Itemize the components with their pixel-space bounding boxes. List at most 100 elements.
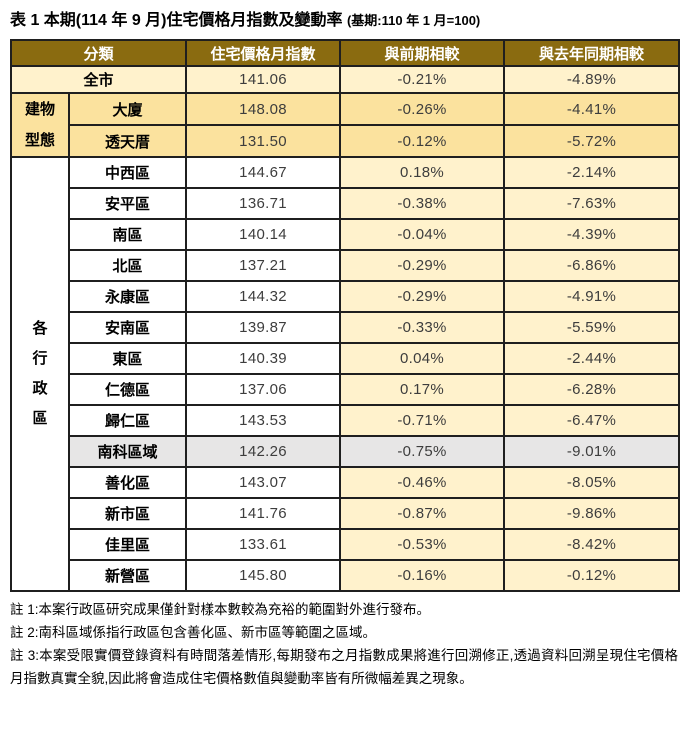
district-name: 新市區 xyxy=(67,497,188,530)
building-type-row: 建物型態 大廈 148.08 -0.26% -4.41% xyxy=(10,92,681,158)
district-mom: -0.38% xyxy=(339,187,506,220)
district-index: 143.07 xyxy=(185,466,342,499)
district-row: 佳里區 133.61 -0.53% -8.42% xyxy=(11,528,681,561)
building-type-mom: -0.26% xyxy=(339,92,506,126)
district-row: 善化區 143.07 -0.46% -8.05% xyxy=(11,466,681,499)
district-index: 144.67 xyxy=(185,156,342,189)
group-label-districts: 各行政區 xyxy=(10,156,70,592)
district-yoy: -6.47% xyxy=(503,404,681,437)
page-title: 表 1 本期(114 年 9 月)住宅價格月指數及變動率 (基期:110 年 1… xyxy=(10,9,678,33)
district-yoy: -6.28% xyxy=(503,373,681,406)
district-name: 安南區 xyxy=(67,311,188,344)
district-name: 北區 xyxy=(67,249,188,282)
building-type-mom: -0.12% xyxy=(339,124,506,158)
building-type-index: 131.50 xyxy=(185,124,342,158)
district-mom: 0.18% xyxy=(339,156,506,189)
district-row: 南區 140.14 -0.04% -4.39% xyxy=(11,218,681,251)
citywide-label: 全市 xyxy=(9,65,188,94)
district-name: 仁德區 xyxy=(67,373,188,406)
district-mom: -0.29% xyxy=(339,249,506,282)
district-yoy: -6.86% xyxy=(503,249,681,282)
citywide-yoy: -4.89% xyxy=(503,65,681,94)
district-yoy: -0.12% xyxy=(503,559,681,592)
district-name: 佳里區 xyxy=(67,528,188,561)
district-row: 永康區 144.32 -0.29% -4.91% xyxy=(11,280,681,313)
district-index: 137.21 xyxy=(185,249,342,282)
header-yoy-change: 與去年同期相較 xyxy=(503,39,681,67)
district-name: 東區 xyxy=(67,342,188,375)
district-yoy: -9.01% xyxy=(503,435,681,468)
district-yoy: -2.14% xyxy=(503,156,681,189)
district-index: 143.53 xyxy=(185,404,342,437)
district-row: 新市區 141.76 -0.87% -9.86% xyxy=(11,497,681,530)
building-type-row: 透天厝 131.50 -0.12% -5.72% xyxy=(11,124,681,158)
building-type-index: 148.08 xyxy=(185,92,342,126)
district-index: 142.26 xyxy=(185,435,342,468)
district-mom: -0.71% xyxy=(339,404,506,437)
citywide-row: 全市 141.06 -0.21% -4.89% xyxy=(9,65,681,94)
district-index: 136.71 xyxy=(185,187,342,220)
district-mom: 0.04% xyxy=(339,342,506,375)
header-row: 分類 住宅價格月指數 與前期相較 與去年同期相較 xyxy=(9,39,681,67)
district-row: 安南區 139.87 -0.33% -5.59% xyxy=(11,311,681,344)
header-mom-change: 與前期相較 xyxy=(339,39,506,67)
district-mom: 0.17% xyxy=(339,373,506,406)
district-index: 137.06 xyxy=(185,373,342,406)
footnote-3: 註 3:本案受限實價登錄資料有時間落差情形,每期發布之月指數成果將進行回溯修正,… xyxy=(10,648,678,686)
building-type-yoy: -5.72% xyxy=(503,124,681,158)
district-row: 安平區 136.71 -0.38% -7.63% xyxy=(11,187,681,220)
district-name: 歸仁區 xyxy=(67,404,188,437)
header-category: 分類 xyxy=(9,39,188,67)
district-row: 歸仁區 143.53 -0.71% -6.47% xyxy=(11,404,681,437)
district-yoy: -5.59% xyxy=(503,311,681,344)
building-type-yoy: -4.41% xyxy=(503,92,681,126)
district-yoy: -9.86% xyxy=(503,497,681,530)
district-name: 南科區域 xyxy=(67,435,188,468)
building-type-name: 透天厝 xyxy=(67,124,188,158)
district-index: 133.61 xyxy=(185,528,342,561)
citywide-index: 141.06 xyxy=(185,65,342,94)
footnote-2: 註 2:南科區域係指行政區包含善化區、新市區等範圍之區域。 xyxy=(10,625,377,640)
report-page: 表 1 本期(114 年 9 月)住宅價格月指數及變動率 (基期:110 年 1… xyxy=(9,9,681,690)
district-name: 善化區 xyxy=(67,466,188,499)
page-title-main: 表 1 本期(114 年 9 月)住宅價格月指數及變動率 xyxy=(10,12,343,29)
price-index-table: 分類 住宅價格月指數 與前期相較 與去年同期相較 全市 141.06 -0.21… xyxy=(9,39,681,592)
footnote-1: 註 1:本案行政區研究成果僅針對樣本數較為充裕的範圍對外進行發布。 xyxy=(10,602,431,617)
district-mom: -0.75% xyxy=(339,435,506,468)
page-title-baseperiod: (基期:110 年 1 月=100) xyxy=(346,13,481,28)
district-name: 南區 xyxy=(67,218,188,251)
group-label-building-type: 建物型態 xyxy=(10,92,70,158)
district-yoy: -8.42% xyxy=(503,528,681,561)
district-mom: -0.33% xyxy=(339,311,506,344)
district-mom: -0.04% xyxy=(339,218,506,251)
district-index: 141.76 xyxy=(185,497,342,530)
district-mom: -0.29% xyxy=(339,280,506,313)
citywide-mom: -0.21% xyxy=(339,65,506,94)
district-row-highlighted: 南科區域 142.26 -0.75% -9.01% xyxy=(11,435,681,468)
district-yoy: -4.91% xyxy=(503,280,681,313)
district-row: 仁德區 137.06 0.17% -6.28% xyxy=(11,373,681,406)
header-price-index: 住宅價格月指數 xyxy=(185,39,342,67)
district-yoy: -2.44% xyxy=(503,342,681,375)
district-row: 新營區 145.80 -0.16% -0.12% xyxy=(11,559,681,592)
district-index: 145.80 xyxy=(185,559,342,592)
district-yoy: -8.05% xyxy=(503,466,681,499)
district-mom: -0.46% xyxy=(339,466,506,499)
district-row: 東區 140.39 0.04% -2.44% xyxy=(11,342,681,375)
district-row: 北區 137.21 -0.29% -6.86% xyxy=(11,249,681,282)
district-name: 永康區 xyxy=(67,280,188,313)
district-index: 140.39 xyxy=(185,342,342,375)
district-mom: -0.16% xyxy=(339,559,506,592)
district-index: 144.32 xyxy=(185,280,342,313)
district-yoy: -7.63% xyxy=(503,187,681,220)
district-mom: -0.87% xyxy=(339,497,506,530)
district-index: 139.87 xyxy=(185,311,342,344)
district-name: 新營區 xyxy=(67,559,188,592)
district-row: 各行政區 中西區 144.67 0.18% -2.14% xyxy=(10,156,681,592)
building-type-name: 大廈 xyxy=(67,92,188,126)
footnotes: 註 1:本案行政區研究成果僅針對樣本數較為充裕的範圍對外進行發布。 註 2:南科… xyxy=(10,598,678,690)
district-name: 安平區 xyxy=(67,187,188,220)
district-name: 中西區 xyxy=(67,156,188,189)
district-mom: -0.53% xyxy=(339,528,506,561)
district-index: 140.14 xyxy=(185,218,342,251)
